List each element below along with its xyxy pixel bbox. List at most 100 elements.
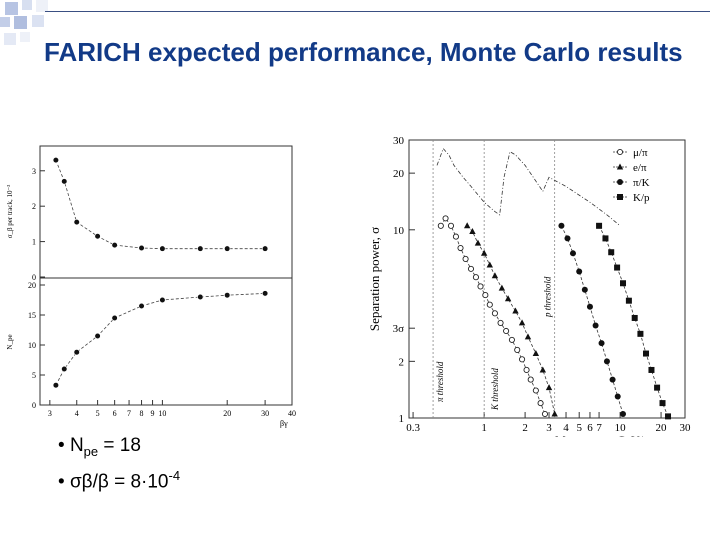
left-figure: 0 1 2 3 σ_β per track, 10⁻³ 0 5 10 15 20 N_pe 3 4 5 6 7… — [0, 128, 300, 428]
right-data-point — [504, 295, 512, 302]
right-data-point — [532, 350, 540, 357]
left-ytick-label: 20 — [28, 281, 36, 290]
right-data-point — [491, 272, 499, 279]
right-data-point — [576, 268, 583, 275]
right-data-point — [486, 261, 493, 268]
right-legend-label: K/p — [633, 192, 650, 204]
right-data-point — [592, 322, 599, 329]
left-ytick-label: 15 — [28, 311, 36, 320]
right-data-point — [558, 222, 565, 229]
left-plot-frame — [39, 145, 293, 406]
right-data-point — [508, 336, 515, 343]
left-data-point — [159, 245, 166, 252]
right-data-point — [463, 222, 471, 229]
right-annotation-pi-threshold: π threshold — [435, 361, 445, 402]
right-xlabel: Momentum, GeV/c — [555, 433, 648, 437]
left-ytick-label: 3 — [32, 167, 36, 176]
right-series-line — [466, 225, 556, 415]
right-xtick-label: 7 — [596, 422, 602, 434]
right-data-point — [519, 356, 526, 363]
left-data-point — [111, 314, 118, 322]
right-data-point — [524, 333, 532, 340]
right-series-line — [440, 217, 546, 415]
left-data-point — [94, 332, 101, 340]
right-legend-marker — [617, 194, 623, 200]
right-data-point — [545, 384, 553, 391]
left-data-point — [52, 382, 59, 389]
left-data-point — [61, 178, 68, 185]
right-data-point — [512, 307, 519, 314]
right-legend-marker — [616, 148, 624, 156]
left-xtick-label: 5 — [96, 409, 100, 418]
left-ytick-label: 0 — [32, 273, 36, 282]
left-data-point — [262, 245, 269, 252]
right-data-point — [608, 249, 615, 256]
right-data-point — [602, 235, 609, 242]
right-data-point — [442, 215, 449, 222]
right-data-point — [518, 319, 526, 326]
left-fit-curve — [55, 293, 266, 386]
left-ytick-label: 2 — [32, 202, 36, 211]
right-xtick-label: 4 — [563, 422, 569, 434]
left-xtick-label: 40 — [288, 409, 296, 418]
right-data-point — [437, 222, 444, 229]
title-divider — [45, 11, 710, 12]
npe-subscript: pe — [83, 443, 99, 459]
left-data-point — [94, 233, 101, 240]
left-data-point — [52, 157, 59, 164]
right-legend-marker — [617, 179, 623, 185]
right-data-point — [469, 227, 476, 234]
right-xtick-label: 10 — [615, 422, 627, 434]
right-data-point — [498, 284, 506, 291]
right-data-point — [467, 265, 475, 272]
left-xtick-label: 30 — [261, 409, 269, 418]
right-xtick-label: 6 — [587, 422, 593, 434]
right-data-point — [474, 239, 482, 246]
npe-value: = 18 — [98, 435, 141, 456]
right-ytick-label: 20 — [393, 168, 405, 180]
right-annotation-p-threshold: p threshold — [543, 276, 553, 318]
right-data-point — [598, 340, 605, 347]
right-data-point — [539, 366, 547, 373]
right-legend-label: μ/π — [633, 147, 648, 159]
right-data-point — [648, 366, 655, 373]
resolution-exponent: -4 — [168, 467, 181, 483]
npe-prefix: N — [69, 435, 84, 456]
right-ytick-label: 30 — [393, 135, 405, 147]
right-data-point — [482, 292, 489, 299]
right-data-point — [620, 411, 627, 418]
right-data-point — [659, 400, 666, 407]
right-data-point — [532, 387, 539, 394]
right-data-point — [462, 255, 469, 262]
right-data-point — [527, 376, 534, 383]
right-data-point — [564, 235, 571, 242]
right-data-point — [514, 346, 521, 353]
bullet-resolution: • σβ/β = 8·10-4 — [58, 467, 181, 493]
right-xtick-label: 1 — [481, 422, 487, 434]
left-xtick-label: 8 — [140, 409, 144, 418]
right-data-point — [523, 366, 530, 374]
left-xtick-label: 4 — [75, 409, 79, 418]
right-data-point — [486, 301, 493, 308]
right-ylabel: Separation power, σ — [367, 227, 382, 331]
bullet-npe: • Npe = 18 — [58, 435, 141, 459]
right-data-point — [614, 393, 621, 400]
right-data-point — [625, 297, 632, 304]
right-ytick-label: 2 — [399, 356, 405, 368]
right-data-point — [541, 410, 549, 418]
right-data-point — [477, 283, 484, 290]
right-ytick-label: 1 — [399, 413, 405, 425]
left-ytick-label: 5 — [32, 371, 36, 380]
left-chart: 0 1 2 3 σ_β per track, 10⁻³ 0 5 10 15 20 N_pe 3 4 5 6 7… — [6, 145, 296, 428]
right-xtick-label: 20 — [656, 422, 668, 434]
right-data-point — [551, 410, 558, 417]
right-legend-marker — [616, 163, 624, 170]
right-legend-label: e/π — [633, 162, 647, 174]
right-data-point — [569, 250, 576, 257]
right-data-point — [497, 319, 504, 326]
right-legend-label: π/K — [633, 177, 650, 189]
left-ytick-label: 10 — [28, 341, 36, 350]
right-data-point — [452, 233, 459, 240]
